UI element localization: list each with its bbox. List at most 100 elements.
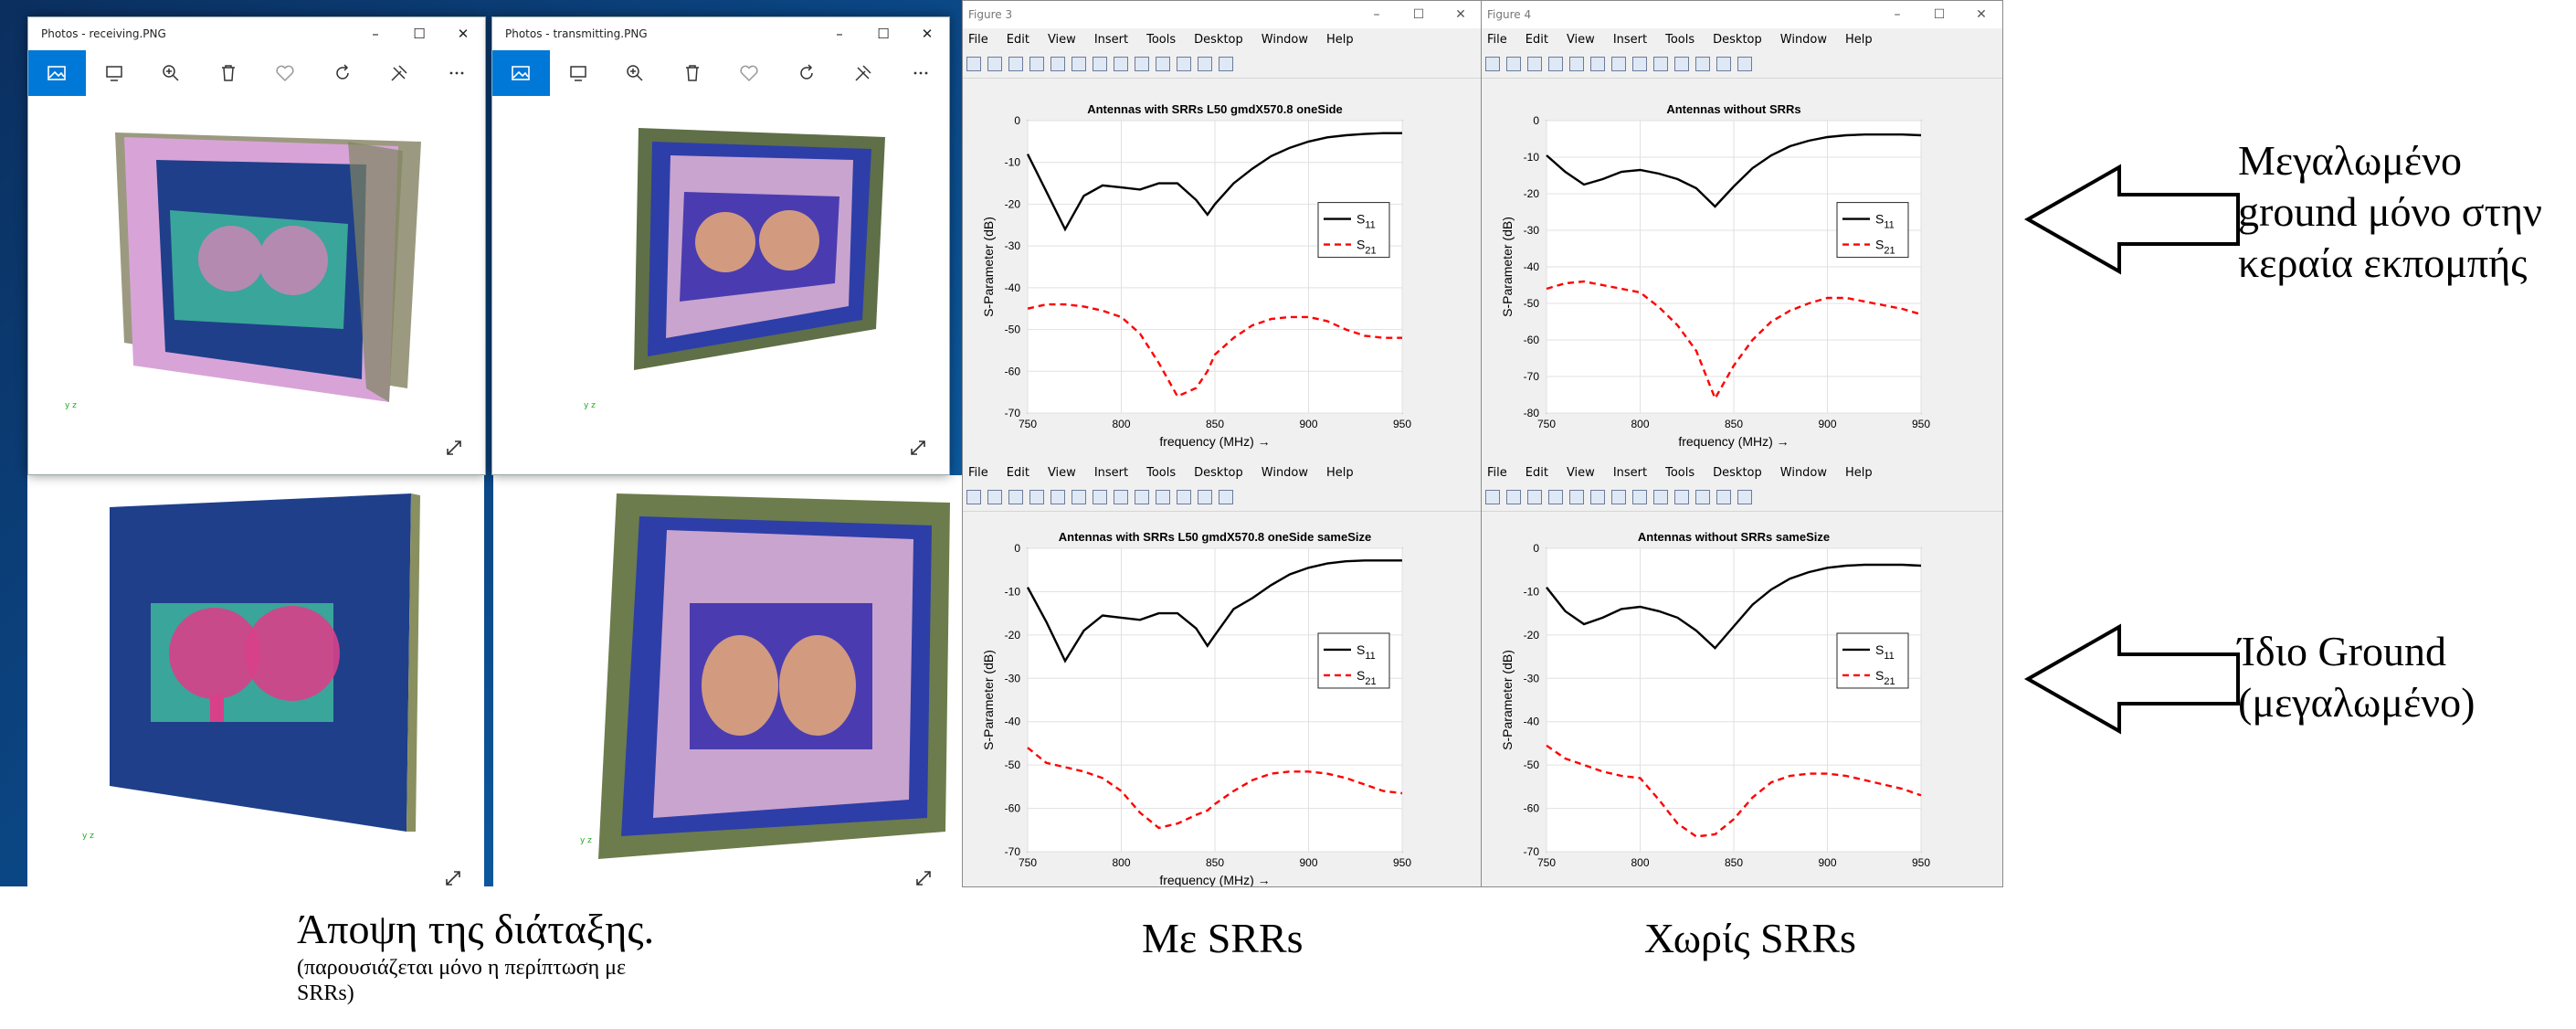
- image-icon[interactable]: [28, 50, 86, 96]
- save-icon[interactable]: [1008, 490, 1023, 504]
- colorbar-icon[interactable]: [1198, 490, 1212, 504]
- pointer-icon[interactable]: [1569, 490, 1584, 504]
- zoom-icon[interactable]: [143, 50, 200, 96]
- legend-icon[interactable]: [1219, 57, 1233, 71]
- menu-desktop[interactable]: Desktop: [1713, 32, 1762, 47]
- rotate-icon[interactable]: [778, 50, 836, 96]
- delete-icon[interactable]: [664, 50, 722, 96]
- print-icon[interactable]: [1029, 57, 1044, 71]
- expand-icon[interactable]: [444, 438, 464, 458]
- new-icon[interactable]: [966, 57, 981, 71]
- menu-insert[interactable]: Insert: [1093, 32, 1129, 47]
- delete-icon[interactable]: [200, 50, 258, 96]
- menu-file[interactable]: File: [968, 465, 988, 480]
- menu-desktop[interactable]: Desktop: [1194, 465, 1243, 480]
- close-button[interactable]: ✕: [1455, 7, 1466, 22]
- menu-help[interactable]: Help: [1326, 465, 1354, 480]
- save-icon[interactable]: [1008, 57, 1023, 71]
- more-icon[interactable]: [428, 50, 486, 96]
- close-button[interactable]: ✕: [457, 26, 470, 42]
- maximize-button[interactable]: ☐: [1933, 7, 1946, 22]
- zoom-out-icon[interactable]: [1611, 57, 1626, 71]
- menu-file[interactable]: File: [1487, 465, 1507, 480]
- pan-icon[interactable]: [1632, 57, 1647, 71]
- menu-edit[interactable]: Edit: [1006, 465, 1029, 480]
- zoom-icon[interactable]: [607, 50, 664, 96]
- menu-tools[interactable]: Tools: [1665, 465, 1695, 480]
- window-titlebar[interactable]: Photos - receiving.PNG – ☐ ✕: [28, 17, 485, 50]
- datacursor-icon[interactable]: [1674, 57, 1689, 71]
- open-icon[interactable]: [1506, 490, 1521, 504]
- edit-icon[interactable]: [835, 50, 892, 96]
- rotate-icon[interactable]: [1653, 57, 1668, 71]
- colorbar-icon[interactable]: [1198, 57, 1212, 71]
- pointer-icon[interactable]: [1569, 57, 1584, 71]
- slideshow-icon[interactable]: [86, 50, 143, 96]
- zoom-out-icon[interactable]: [1093, 57, 1107, 71]
- menu-edit[interactable]: Edit: [1006, 32, 1029, 47]
- edit-icon[interactable]: [371, 50, 428, 96]
- menu-window[interactable]: Window: [1261, 32, 1309, 47]
- minimize-button[interactable]: –: [1373, 7, 1380, 22]
- expand-icon[interactable]: [908, 438, 928, 458]
- minimize-button[interactable]: –: [372, 26, 379, 42]
- datacursor-icon[interactable]: [1156, 490, 1170, 504]
- zoom-in-icon[interactable]: [1072, 57, 1086, 71]
- rotate-icon[interactable]: [1135, 57, 1149, 71]
- legend-icon[interactable]: [1219, 490, 1233, 504]
- maximize-button[interactable]: ☐: [1412, 7, 1425, 22]
- rotate-icon[interactable]: [1653, 490, 1668, 504]
- minimize-button[interactable]: –: [836, 26, 843, 42]
- rotate-icon[interactable]: [1135, 490, 1149, 504]
- menu-tools[interactable]: Tools: [1146, 465, 1177, 480]
- datacursor-icon[interactable]: [1156, 57, 1170, 71]
- close-button[interactable]: ✕: [921, 26, 934, 42]
- heart-icon[interactable]: [721, 50, 778, 96]
- colorbar-icon[interactable]: [1716, 57, 1731, 71]
- legend-icon[interactable]: [1737, 490, 1752, 504]
- brush-icon[interactable]: [1177, 490, 1191, 504]
- open-icon[interactable]: [1506, 57, 1521, 71]
- figure-titlebar[interactable]: Figure 3 – ☐ ✕: [963, 1, 1482, 28]
- expand-icon[interactable]: [913, 868, 934, 886]
- photos-window-receiving[interactable]: Photos - receiving.PNG – ☐ ✕ y z: [27, 16, 486, 475]
- zoom-in-icon[interactable]: [1072, 490, 1086, 504]
- pointer-icon[interactable]: [1050, 490, 1065, 504]
- more-icon[interactable]: [892, 50, 950, 96]
- zoom-in-icon[interactable]: [1590, 57, 1605, 71]
- menu-file[interactable]: File: [1487, 32, 1507, 47]
- colorbar-icon[interactable]: [1716, 490, 1731, 504]
- rotate-icon[interactable]: [314, 50, 372, 96]
- slideshow-icon[interactable]: [550, 50, 607, 96]
- photos-window-transmitting[interactable]: Photos - transmitting.PNG – ☐ ✕ y z: [491, 16, 950, 475]
- image-icon[interactable]: [492, 50, 550, 96]
- menu-help[interactable]: Help: [1326, 32, 1354, 47]
- menu-help[interactable]: Help: [1845, 465, 1873, 480]
- legend-icon[interactable]: [1737, 57, 1752, 71]
- menu-window[interactable]: Window: [1779, 32, 1828, 47]
- expand-icon[interactable]: [443, 868, 463, 886]
- menu-edit[interactable]: Edit: [1525, 32, 1548, 47]
- brush-icon[interactable]: [1177, 57, 1191, 71]
- zoom-in-icon[interactable]: [1590, 490, 1605, 504]
- zoom-out-icon[interactable]: [1611, 490, 1626, 504]
- pan-icon[interactable]: [1114, 490, 1128, 504]
- new-icon[interactable]: [1485, 57, 1500, 71]
- brush-icon[interactable]: [1695, 57, 1710, 71]
- print-icon[interactable]: [1548, 490, 1563, 504]
- heart-icon[interactable]: [257, 50, 314, 96]
- open-icon[interactable]: [987, 490, 1002, 504]
- close-button[interactable]: ✕: [1976, 7, 1987, 22]
- print-icon[interactable]: [1548, 57, 1563, 71]
- menu-view[interactable]: View: [1047, 32, 1076, 47]
- menu-help[interactable]: Help: [1845, 32, 1873, 47]
- menu-view[interactable]: View: [1566, 32, 1595, 47]
- pan-icon[interactable]: [1114, 57, 1128, 71]
- minimize-button[interactable]: –: [1894, 7, 1901, 22]
- brush-icon[interactable]: [1695, 490, 1710, 504]
- save-icon[interactable]: [1527, 490, 1542, 504]
- menu-window[interactable]: Window: [1779, 465, 1828, 480]
- menu-tools[interactable]: Tools: [1146, 32, 1177, 47]
- menu-desktop[interactable]: Desktop: [1713, 465, 1762, 480]
- menu-view[interactable]: View: [1566, 465, 1595, 480]
